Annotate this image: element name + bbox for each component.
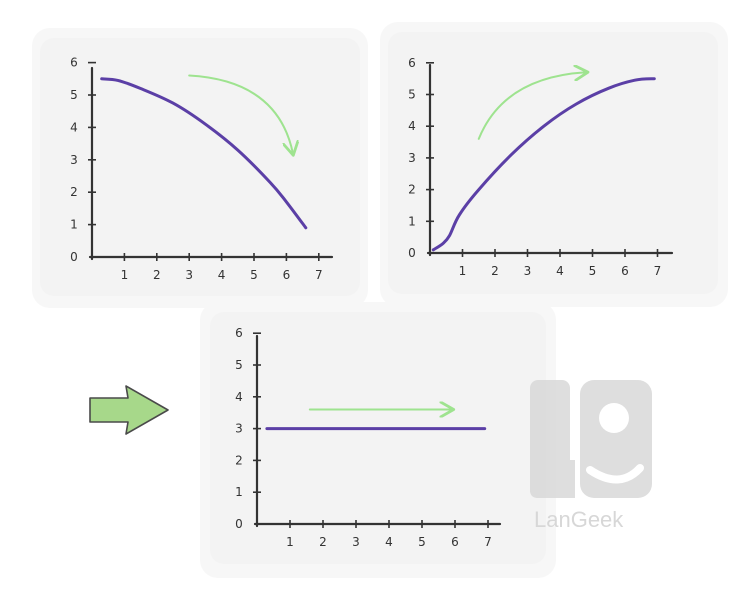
chart-decreasing: 0 1 2 3 4 5 6 1 2 3 4 5 6 7 bbox=[70, 56, 334, 282]
x-tick-label: 3 bbox=[352, 535, 360, 549]
x-tick-label: 5 bbox=[250, 268, 258, 282]
trend-arrow bbox=[188, 74, 293, 154]
x-tick-label: 5 bbox=[418, 535, 426, 549]
y-tick-label: 4 bbox=[70, 120, 78, 134]
watermark-text: LanGeek bbox=[534, 507, 624, 532]
x-tick-label: 7 bbox=[484, 535, 492, 549]
y-tick-label: 6 bbox=[408, 56, 416, 70]
langeek-logo-icon bbox=[530, 380, 652, 498]
y-tick-label: 1 bbox=[408, 214, 416, 228]
y-tick-label: 2 bbox=[408, 183, 416, 197]
chart-increasing: 0 1 2 3 4 5 6 1 2 3 4 5 6 7 bbox=[408, 56, 674, 278]
y-tick-label: 2 bbox=[70, 185, 78, 199]
y-tick-label: 6 bbox=[235, 326, 243, 340]
x-tick-label: 4 bbox=[385, 535, 393, 549]
y-tick-label: 6 bbox=[70, 56, 78, 70]
x-tick-label: 6 bbox=[621, 264, 629, 278]
y-tick-label: 5 bbox=[70, 88, 78, 102]
y-tick-label: 1 bbox=[70, 218, 78, 232]
x-tick-label: 5 bbox=[589, 264, 597, 278]
chart-constant: 0 1 2 3 4 5 6 1 2 3 4 5 6 7 bbox=[235, 326, 502, 549]
panel-3 bbox=[210, 312, 546, 564]
x-tick-label: 7 bbox=[654, 264, 662, 278]
y-tick-label: 0 bbox=[235, 517, 243, 531]
x-tick-label: 1 bbox=[286, 535, 294, 549]
x-tick-label: 2 bbox=[319, 535, 327, 549]
y-tick-label: 2 bbox=[235, 453, 243, 467]
right-arrow-icon bbox=[89, 385, 169, 435]
y-tick-label: 5 bbox=[235, 358, 243, 372]
x-tick-label: 3 bbox=[524, 264, 532, 278]
panel-2 bbox=[388, 32, 718, 294]
x-tick-label: 7 bbox=[315, 268, 323, 282]
y-tick-label: 0 bbox=[408, 246, 416, 260]
x-tick-label: 2 bbox=[153, 268, 161, 282]
x-tick-label: 1 bbox=[121, 268, 129, 282]
x-tick-label: 2 bbox=[491, 264, 499, 278]
trend-arrow bbox=[477, 72, 586, 140]
y-tick-label: 4 bbox=[408, 119, 416, 133]
y-tick-label: 1 bbox=[235, 485, 243, 499]
panel-1 bbox=[40, 38, 360, 296]
y-tick-label: 3 bbox=[408, 151, 416, 165]
y-tick-label: 4 bbox=[235, 390, 243, 404]
x-tick-label: 4 bbox=[556, 264, 564, 278]
series-line bbox=[100, 77, 308, 230]
y-tick-label: 5 bbox=[408, 88, 416, 102]
x-tick-label: 4 bbox=[218, 268, 226, 282]
y-tick-label: 0 bbox=[70, 250, 78, 264]
x-tick-label: 3 bbox=[185, 268, 193, 282]
series-line bbox=[431, 77, 656, 252]
x-tick-label: 6 bbox=[451, 535, 459, 549]
x-tick-label: 1 bbox=[459, 264, 467, 278]
y-tick-label: 3 bbox=[235, 422, 243, 436]
y-tick-label: 3 bbox=[70, 153, 78, 167]
x-tick-label: 6 bbox=[283, 268, 291, 282]
